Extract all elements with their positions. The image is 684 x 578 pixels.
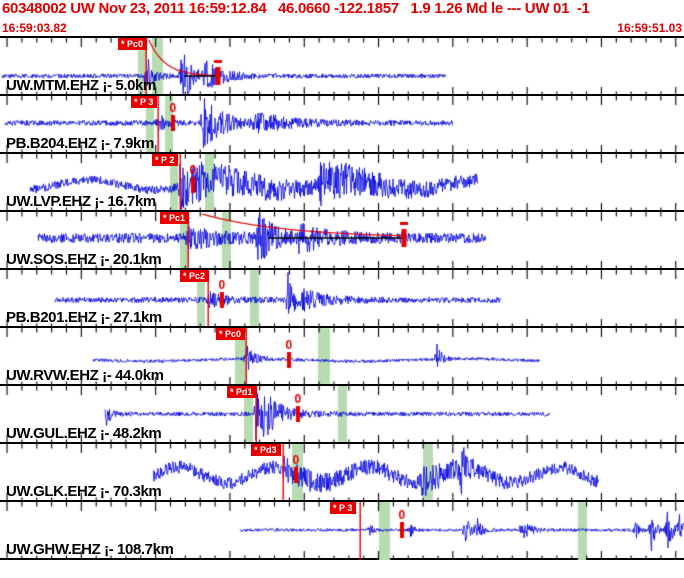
waveform-canvas[interactable]	[0, 96, 684, 154]
p-pick-flag[interactable]: * Pd1	[227, 386, 257, 398]
station-label: UW.MTM.EHZ ¡- 5.0km	[6, 77, 156, 94]
p-pick-flag[interactable]: * Pc0	[216, 328, 246, 340]
p-pick-flag[interactable]: * Pd3	[251, 444, 281, 456]
trace-panel-uw-sos: * Pc1 UW.SOS.EHZ ¡- 20.1km	[0, 210, 684, 270]
station-label: PB.B204.EHZ ¡- 7.9km	[6, 135, 154, 152]
station-label: UW.SOS.EHZ ¡- 20.1km	[6, 251, 162, 268]
waveform-canvas[interactable]	[0, 212, 684, 270]
p-pick-flag[interactable]: * Pc2	[180, 270, 210, 282]
trace-panel-uw-lvp: * P 2 UW.LVP.EHZ ¡- 16.7km	[0, 152, 684, 212]
p-pick-flag[interactable]: * P 3	[131, 96, 158, 108]
window-end-time: 16:59:51.03	[617, 21, 682, 35]
window-start-time: 16:59:03.82	[2, 21, 67, 35]
p-pick-flag[interactable]: * Pc1	[160, 212, 190, 224]
trace-panel-stack: * Pc0 UW.MTM.EHZ ¡- 5.0km * P 3 PB.B204.…	[0, 36, 684, 560]
station-label: PB.B201.EHZ ¡- 27.1km	[6, 309, 162, 326]
waveform-canvas[interactable]	[0, 444, 684, 502]
p-pick-flag[interactable]: * P 2	[152, 154, 179, 166]
trace-panel-uw-gul: * Pd1 UW.GUL.EHZ ¡- 48.2km	[0, 384, 684, 444]
station-label: UW.GLK.EHZ ¡- 70.3km	[6, 483, 162, 500]
waveform-canvas[interactable]	[0, 386, 684, 444]
header: 60348002 UW Nov 23, 2011 16:59:12.84 46.…	[0, 0, 684, 36]
waveform-canvas[interactable]	[0, 38, 684, 96]
trace-panel-uw-ghw: * P 3 UW.GHW.EHZ ¡- 108.7km	[0, 500, 684, 560]
station-label: UW.GUL.EHZ ¡- 48.2km	[6, 425, 162, 442]
waveform-canvas[interactable]	[0, 270, 684, 328]
station-label: UW.GHW.EHZ ¡- 108.7km	[6, 541, 174, 558]
station-label: UW.RVW.EHZ ¡- 44.0km	[6, 367, 164, 384]
trace-panel-uw-rvw: * Pc0 UW.RVW.EHZ ¡- 44.0km	[0, 326, 684, 386]
p-pick-flag[interactable]: * P 3	[330, 502, 357, 514]
p-pick-flag[interactable]: * Pc0	[118, 38, 148, 50]
trace-panel-pb-b201: * Pc2 PB.B201.EHZ ¡- 27.1km	[0, 268, 684, 328]
trace-panel-uw-glk: * Pd3 UW.GLK.EHZ ¡- 70.3km	[0, 442, 684, 502]
trace-panel-uw-mtm: * Pc0 UW.MTM.EHZ ¡- 5.0km	[0, 36, 684, 96]
waveform-canvas[interactable]	[0, 154, 684, 212]
trace-panel-pb-b204: * P 3 PB.B204.EHZ ¡- 7.9km	[0, 94, 684, 154]
event-summary-line: 60348002 UW Nov 23, 2011 16:59:12.84 46.…	[2, 0, 590, 17]
waveform-canvas[interactable]	[0, 328, 684, 386]
station-label: UW.LVP.EHZ ¡- 16.7km	[6, 193, 156, 210]
